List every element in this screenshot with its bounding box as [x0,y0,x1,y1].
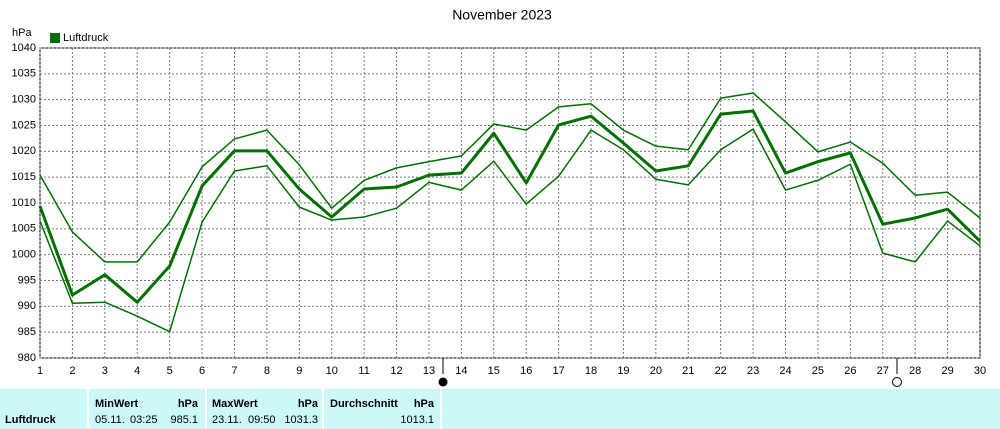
lines [38,92,982,333]
y-tick-label: 1030 [12,94,36,106]
x-tick-label: 21 [682,365,694,377]
y-tick-label: 985 [18,326,36,338]
stat-value: 985.1 [170,414,198,426]
x-tick-label: 23 [747,365,759,377]
x-tick-label: 11 [358,365,369,377]
y-tick-label: 1000 [12,249,36,261]
x-tick-label: 14 [455,365,467,377]
new-moon-icon [438,377,448,387]
x-tick-label: 24 [779,365,791,377]
stat-time: 09:50 [248,414,276,426]
y-tick-label: 990 [18,300,36,312]
stat-time: 03:25 [130,414,158,426]
x-tick-label: 22 [715,365,727,377]
y-tick-label: 1015 [12,171,36,183]
y-tick-label: 995 [18,274,36,286]
data-line [38,109,982,304]
x-tick-label: 12 [390,365,402,377]
stat-header: Durchschnitt [330,398,398,410]
data-line [39,92,981,263]
y-tick-label: 1005 [12,223,36,235]
legend-swatch [50,33,60,43]
x-tick-label: 2 [69,365,75,377]
stat-unit: hPa [414,398,435,410]
x-tick-label: 9 [296,365,302,377]
stat-header: MaxWert [212,398,258,410]
x-tick-label: 10 [326,365,338,377]
x-tick-label: 18 [585,365,597,377]
stat-date: 05.11. [95,414,125,426]
stat-value: 1013.1 [400,414,434,426]
stats-panel [0,389,1000,429]
x-tick-label: 26 [844,365,856,377]
x-tick-label: 25 [812,365,824,377]
y-tick-label: 980 [18,352,36,364]
x-tick-label: 8 [264,365,270,377]
x-tick-label: 3 [102,365,108,377]
x-tick-label: 17 [552,365,564,377]
x-tick-label: 28 [909,365,921,377]
y-tick-label: 1010 [12,197,36,209]
legend-label: Luftdruck [63,32,109,44]
x-tick-label: 7 [231,365,237,377]
y-tick-label: 1025 [12,119,36,131]
stat-date: 23.11. [212,414,242,426]
y-unit: hPa [12,27,32,39]
x-tick-label: 29 [941,365,953,377]
stat-value: 1031.3 [284,414,318,426]
x-tick-label: 15 [488,365,500,377]
row-label: Luftdruck [5,414,57,426]
stat-unit: hPa [178,398,199,410]
x-tick-label: 5 [167,365,173,377]
x-tick-label: 20 [650,365,662,377]
x-tick-label: 19 [617,365,629,377]
stat-header: MinWert [95,398,139,410]
data-line [39,128,981,333]
y-tick-label: 1020 [12,145,36,157]
x-tick-label: 16 [520,365,532,377]
y-tick-label: 1035 [12,68,36,80]
x-tick-label: 1 [37,365,43,377]
y-tick-label: 1040 [12,42,36,54]
x-tick-label: 6 [199,365,205,377]
x-tick-label: 30 [974,365,986,377]
full-moon-icon [892,377,902,387]
x-tick-label: 4 [134,365,140,377]
x-tick-label: 13 [423,365,435,377]
chart-title: November 2023 [452,7,552,23]
stat-unit: hPa [298,398,319,410]
x-tick-label: 27 [877,365,889,377]
